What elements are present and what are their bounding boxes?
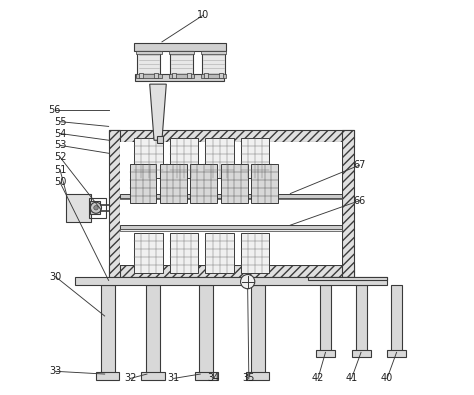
Bar xyxy=(241,138,269,178)
Text: 30: 30 xyxy=(49,271,62,282)
Bar xyxy=(109,265,354,276)
Text: 31: 31 xyxy=(168,373,180,384)
Bar xyxy=(316,350,335,357)
Bar xyxy=(134,138,163,178)
Bar xyxy=(205,233,234,273)
Bar xyxy=(170,138,198,178)
Bar xyxy=(195,372,218,380)
Bar xyxy=(219,73,223,78)
Circle shape xyxy=(94,205,98,210)
Bar xyxy=(120,194,342,198)
Bar xyxy=(120,142,342,265)
Bar xyxy=(201,51,227,54)
Bar xyxy=(109,130,354,142)
Bar xyxy=(308,276,387,280)
Bar xyxy=(191,164,217,203)
Text: 50: 50 xyxy=(54,177,66,188)
Text: 51: 51 xyxy=(54,165,66,175)
Bar xyxy=(155,73,158,78)
Bar xyxy=(137,74,162,78)
Bar xyxy=(170,51,193,77)
Text: 67: 67 xyxy=(353,160,365,170)
Polygon shape xyxy=(150,84,166,140)
Bar xyxy=(90,201,100,214)
Bar xyxy=(320,285,331,352)
Text: 42: 42 xyxy=(312,373,324,384)
Bar xyxy=(204,73,208,78)
Bar xyxy=(120,229,342,231)
Bar xyxy=(391,285,402,352)
Text: 10: 10 xyxy=(197,10,210,20)
Bar xyxy=(356,285,366,352)
Bar xyxy=(134,233,163,273)
Bar xyxy=(157,136,163,143)
Bar xyxy=(169,51,194,54)
Bar xyxy=(120,198,342,199)
Text: 40: 40 xyxy=(381,373,393,384)
Bar xyxy=(251,164,278,203)
Bar xyxy=(187,73,191,78)
Text: 32: 32 xyxy=(124,373,137,384)
Circle shape xyxy=(241,275,255,289)
Text: 41: 41 xyxy=(346,373,358,384)
Text: 53: 53 xyxy=(54,140,66,150)
Text: 52: 52 xyxy=(54,152,66,162)
Bar xyxy=(352,350,371,357)
Bar xyxy=(66,194,91,222)
Bar xyxy=(205,138,234,178)
Bar xyxy=(129,164,156,203)
Bar xyxy=(137,51,160,77)
Text: 66: 66 xyxy=(353,196,365,206)
Text: 55: 55 xyxy=(54,117,66,127)
Text: 35: 35 xyxy=(243,373,255,384)
Bar xyxy=(146,285,160,374)
Bar xyxy=(201,74,227,78)
Bar xyxy=(387,350,406,357)
Text: 34: 34 xyxy=(207,373,219,384)
Bar xyxy=(170,233,198,273)
Bar xyxy=(100,285,115,374)
Bar xyxy=(75,276,387,285)
Circle shape xyxy=(91,202,101,213)
Bar xyxy=(200,285,213,374)
Bar xyxy=(221,164,248,203)
Bar xyxy=(241,233,269,273)
Text: 56: 56 xyxy=(48,105,61,115)
Bar xyxy=(172,73,176,78)
Bar xyxy=(134,43,226,51)
Bar xyxy=(120,225,342,229)
Bar xyxy=(141,372,165,380)
Bar xyxy=(169,74,194,78)
Bar xyxy=(136,74,224,81)
Bar xyxy=(89,198,106,218)
Bar xyxy=(137,51,162,54)
Bar xyxy=(246,372,269,380)
Bar xyxy=(160,164,187,203)
Bar xyxy=(202,51,225,77)
Bar xyxy=(139,73,143,78)
Bar xyxy=(96,372,119,380)
Bar xyxy=(342,130,354,276)
Text: 33: 33 xyxy=(49,366,62,376)
Text: 54: 54 xyxy=(54,128,66,139)
Bar xyxy=(251,285,264,374)
Bar xyxy=(109,130,120,276)
